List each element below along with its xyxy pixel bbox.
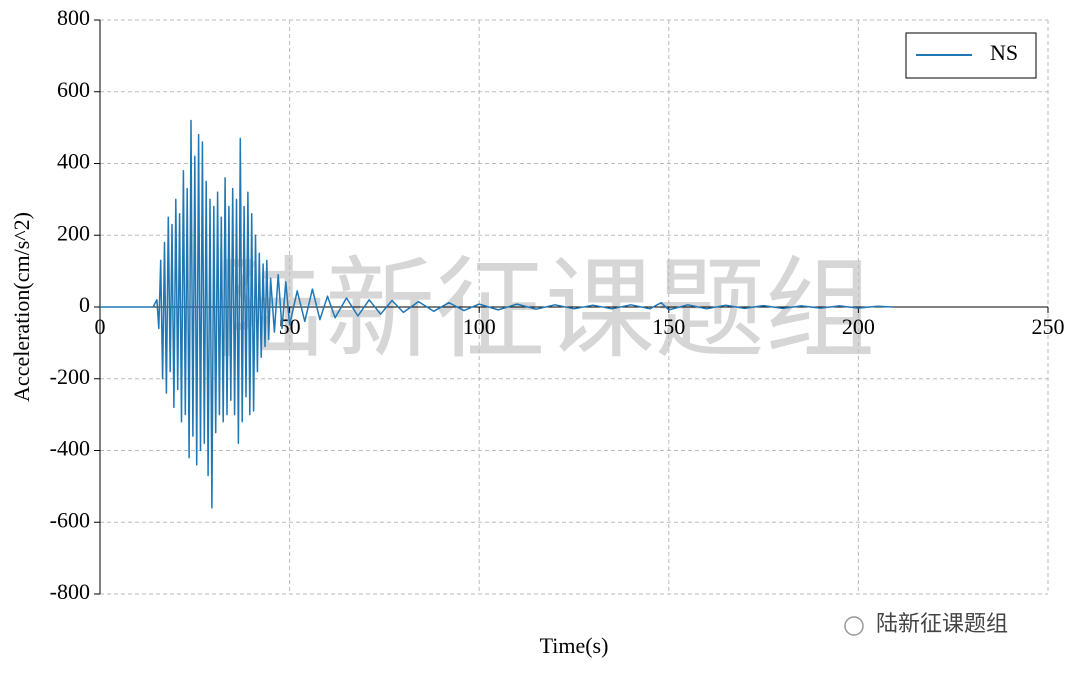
y-tick-label: -200 — [50, 364, 90, 389]
watermark: 陆新征课题组 — [215, 249, 875, 371]
x-axis-label: Time(s) — [540, 633, 609, 658]
footer-mark: 陆新征课题组 — [876, 611, 1008, 636]
footer-logo: 陆新征课题组 — [844, 611, 1008, 636]
legend-label: NS — [990, 40, 1018, 65]
y-tick-label: -800 — [50, 579, 90, 604]
y-tick-label: 0 — [79, 292, 90, 317]
x-tick-label: 50 — [279, 314, 301, 339]
y-tick-label: 800 — [57, 5, 90, 30]
x-tick-label: 200 — [842, 314, 875, 339]
x-tick-label: 150 — [652, 314, 685, 339]
y-axis-label: Acceleration(cm/s^2) — [9, 212, 34, 402]
y-tick-label: -600 — [50, 507, 90, 532]
series-line — [100, 119, 893, 509]
x-tick-label: 250 — [1032, 314, 1065, 339]
y-tick-label: 600 — [57, 77, 90, 102]
y-tick-label: -400 — [50, 436, 90, 461]
y-tick-label: 200 — [57, 220, 90, 245]
y-tick-label: 400 — [57, 149, 90, 174]
logo-icon — [844, 616, 864, 636]
x-tick-label: 100 — [463, 314, 496, 339]
